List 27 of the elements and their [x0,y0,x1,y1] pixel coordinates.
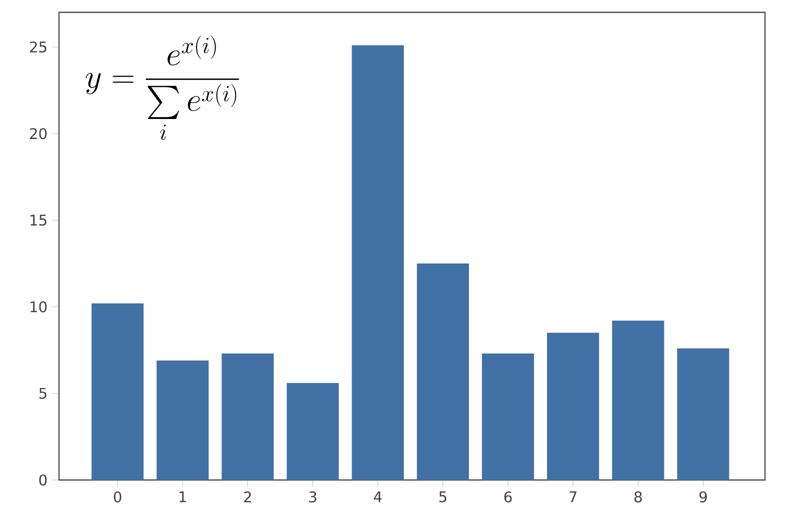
bar [612,320,664,480]
y-tick-label: 0 [39,474,47,486]
x-tick-label: 4 [374,491,382,502]
annotation: $y=\frac{e^{x(i)}}{\sum\limits_{i} e^{x(i)}}$ [86,36,239,140]
x-tick-label: 0 [114,491,122,502]
bar [677,348,730,480]
x-tick-label: 1 [180,491,186,502]
bar [547,332,600,480]
y-tick-label: 5 [39,388,46,399]
x-tick-label: 6 [504,491,512,502]
y-tick-label: 25 [30,41,46,53]
bar [352,45,404,480]
x-tick-label: 9 [699,491,707,502]
x-tick-label: 8 [634,491,642,502]
y-tick-label: 15 [30,214,46,226]
bar [156,360,209,480]
x-tick-label: 2 [244,491,251,502]
bar [286,383,339,480]
bar [416,264,469,480]
y-tick-label: 10 [30,301,47,312]
y-tick-label: 20 [30,128,47,140]
x-tick-label: 5 [439,491,446,502]
bar [482,354,534,480]
x-tick-label: 7 [570,491,576,502]
bar [222,354,274,480]
bar [92,303,144,480]
x-tick-label: 3 [309,491,316,502]
